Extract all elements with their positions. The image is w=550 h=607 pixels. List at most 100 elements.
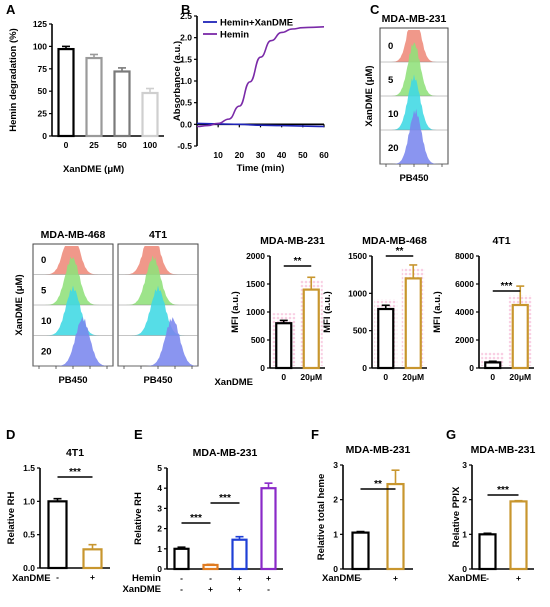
A-bar: [141, 91, 159, 138]
G-ylabel: Relative PPIX: [451, 486, 462, 547]
A-ytick-label: 100: [33, 41, 47, 51]
G-xlabel: XanDME: [448, 573, 487, 584]
C1-histogram-peak: [380, 74, 448, 130]
C2-row-label: 5: [41, 285, 47, 296]
E-bar: [260, 487, 277, 571]
F-xlabel: XanDME: [322, 573, 361, 584]
C3-xlabel: PB450: [143, 375, 172, 386]
C1-row-label: 10: [388, 109, 399, 120]
E-ytick-label: 1: [157, 544, 162, 554]
M1-bar: [302, 288, 320, 370]
F-bar: [386, 482, 405, 571]
M3-ytick-label: 4000: [455, 307, 474, 317]
E-ytick-label: 0: [157, 564, 162, 574]
C2-row-label: 20: [41, 346, 52, 357]
B-xtick-label: 30: [256, 150, 266, 160]
A-bar: [113, 70, 131, 138]
A-bar: [57, 47, 75, 138]
G-title: MDA-MB-231: [471, 444, 536, 456]
E-ytick-label: 5: [157, 463, 162, 473]
C3-histogram-peak: [118, 246, 198, 275]
E-significance-stars: ***: [190, 513, 202, 524]
C2-xlabel: PB450: [58, 375, 87, 386]
C3-histogram-peak: [118, 285, 198, 336]
C2-title: MDA-MB-468: [41, 229, 106, 241]
C1-histogram-peak: [380, 108, 448, 164]
D-xtick-label: -: [56, 572, 59, 582]
F-ylabel: Relative total heme: [316, 474, 327, 561]
M1-xlabel: XanDME: [214, 377, 253, 388]
M1-significance-stars: **: [294, 256, 302, 267]
D-xtick-label: +: [90, 572, 95, 582]
G-xtick-label: +: [516, 573, 521, 583]
E-row-label: XanDME: [122, 584, 161, 595]
M3-xtick-label: 20μM: [509, 372, 531, 382]
D-ytick-label: 1.5: [23, 463, 35, 473]
F-ytick-label: 1: [333, 529, 338, 539]
A-bar: [85, 56, 103, 138]
G-xtick-label: -: [486, 573, 489, 583]
E-ytick-label: 2: [157, 524, 162, 534]
B-ytick-label: -0.5: [177, 141, 192, 151]
F-panel-label: F: [311, 427, 319, 442]
B-ytick-label: 2.5: [180, 11, 192, 21]
E-bar: [173, 547, 190, 571]
M2-xtick-label: 20μM: [402, 372, 424, 382]
M3-ylabel: MFI (a.u.): [432, 291, 443, 333]
M2-significance-stars: **: [396, 246, 404, 257]
C1-row-label: 5: [388, 75, 394, 86]
G-ytick-label: 1: [462, 529, 467, 539]
D-xlabel: XanDME: [12, 573, 51, 584]
B-xtick-label: 20: [235, 150, 245, 160]
C1-panel-label: C: [370, 2, 380, 17]
C3-title: 4T1: [149, 229, 167, 241]
M3-bar: [484, 361, 502, 370]
E-title: MDA-MB-231: [193, 447, 258, 459]
M2-ylabel: MFI (a.u.): [322, 291, 333, 333]
A-xtick-label: 50: [117, 140, 127, 150]
B-xtick-label: 60: [319, 150, 329, 160]
F-significance-stars: **: [374, 479, 382, 490]
G-bar: [478, 533, 497, 571]
M3-bar: [511, 303, 529, 370]
M1-title: MDA-MB-231: [260, 235, 325, 247]
C2-histogram-peak: [33, 285, 113, 336]
C2-histogram-peak: [33, 256, 113, 305]
A-xlabel: XanDME (μM): [63, 164, 124, 175]
B-xlabel: Time (min): [237, 163, 285, 174]
D-ylabel: Relative RH: [6, 491, 17, 544]
A-ytick-label: 50: [38, 86, 48, 96]
E-row-value: +: [266, 573, 271, 583]
M2-ytick-label: 1000: [348, 288, 367, 298]
M3-xtick-label: 0: [490, 372, 495, 382]
B-xtick-label: 10: [213, 150, 223, 160]
M1-ytick-label: 1500: [246, 279, 265, 289]
A-ytick-label: 25: [38, 109, 48, 119]
M1-ytick-label: 0: [260, 363, 265, 373]
M2-bar: [377, 307, 395, 370]
F-xtick-label: -: [359, 573, 362, 583]
B-xtick-label: 40: [277, 150, 287, 160]
A-ytick-label: 0: [42, 131, 47, 141]
M2-ytick-label: 0: [362, 363, 367, 373]
M1-ytick-label: 500: [251, 335, 265, 345]
E-row-value: -: [267, 584, 270, 594]
M3-ytick-label: 0: [469, 363, 474, 373]
G-ytick-label: 2: [462, 495, 467, 505]
A-ylabel: Hemin degradation (%): [8, 28, 19, 131]
A-xtick-label: 100: [143, 140, 157, 150]
D-ytick-label: 0.5: [23, 530, 35, 540]
M1-ytick-label: 2000: [246, 251, 265, 261]
D-bar: [82, 548, 103, 570]
M2-ytick-label: 500: [353, 326, 367, 336]
E-panel-label: E: [134, 427, 143, 442]
M3-ytick-label: 6000: [455, 279, 474, 289]
E-row-label: Hemin: [132, 573, 161, 584]
C3-histogram-peak: [118, 255, 198, 305]
M3-ytick-label: 2000: [455, 335, 474, 345]
C2-row-label: 10: [41, 316, 52, 327]
E-ylabel: Relative RH: [133, 492, 144, 545]
E-row-value: +: [237, 573, 242, 583]
M2-ytick-label: 1500: [348, 251, 367, 261]
